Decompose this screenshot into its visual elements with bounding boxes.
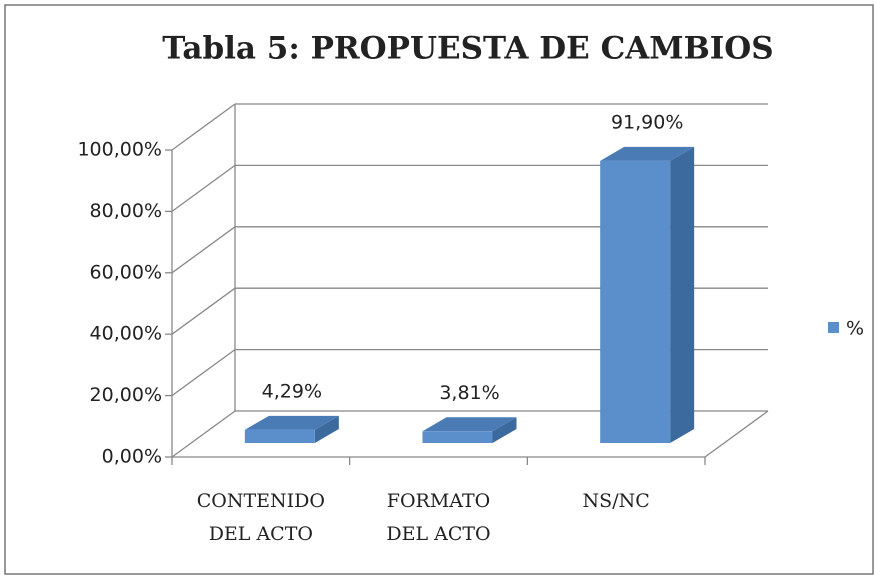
value-label: 4,29% — [262, 380, 322, 402]
x-tick-line: DEL ACTO — [209, 523, 313, 545]
x-tick-line: CONTENIDO — [197, 490, 325, 512]
chart-border — [4, 4, 874, 575]
legend-label: % — [846, 318, 864, 340]
x-tick-label: NS/NC — [583, 490, 650, 512]
bar — [244, 429, 315, 443]
bar-top — [422, 417, 517, 432]
value-label: 3,81% — [439, 382, 499, 404]
bar-top — [600, 146, 695, 161]
value-label: 91,90% — [611, 111, 683, 133]
bar-top — [244, 415, 339, 430]
y-tick-label: 60,00% — [90, 261, 162, 283]
legend-swatch — [828, 322, 839, 333]
x-tick-label: CONTENIDO DEL ACTO — [197, 490, 325, 545]
y-tick-label: 40,00% — [90, 323, 162, 345]
grid-line — [171, 349, 236, 397]
y-tick-label: 100,00% — [77, 139, 162, 161]
grid-line — [171, 287, 236, 335]
chart-title: Tabla 5: PROPUESTA DE CAMBIOS — [162, 31, 773, 67]
grid-line — [171, 226, 236, 274]
grid-line — [171, 164, 236, 212]
bar-side — [492, 417, 517, 443]
bar-side — [670, 146, 695, 443]
bar — [422, 431, 493, 443]
axis-line — [704, 410, 769, 458]
bar-side — [314, 415, 339, 443]
bar — [600, 160, 671, 443]
y-tick-label: 20,00% — [90, 384, 162, 406]
grid-line — [171, 103, 236, 151]
y-tick-label: 80,00% — [90, 200, 162, 222]
x-tick-label: FORMATO DEL ACTO — [386, 490, 490, 545]
y-tick-label: 0,00% — [102, 446, 162, 468]
grid-line — [171, 410, 236, 458]
x-tick-line: DEL ACTO — [386, 523, 490, 545]
x-tick-line: FORMATO — [387, 490, 490, 512]
